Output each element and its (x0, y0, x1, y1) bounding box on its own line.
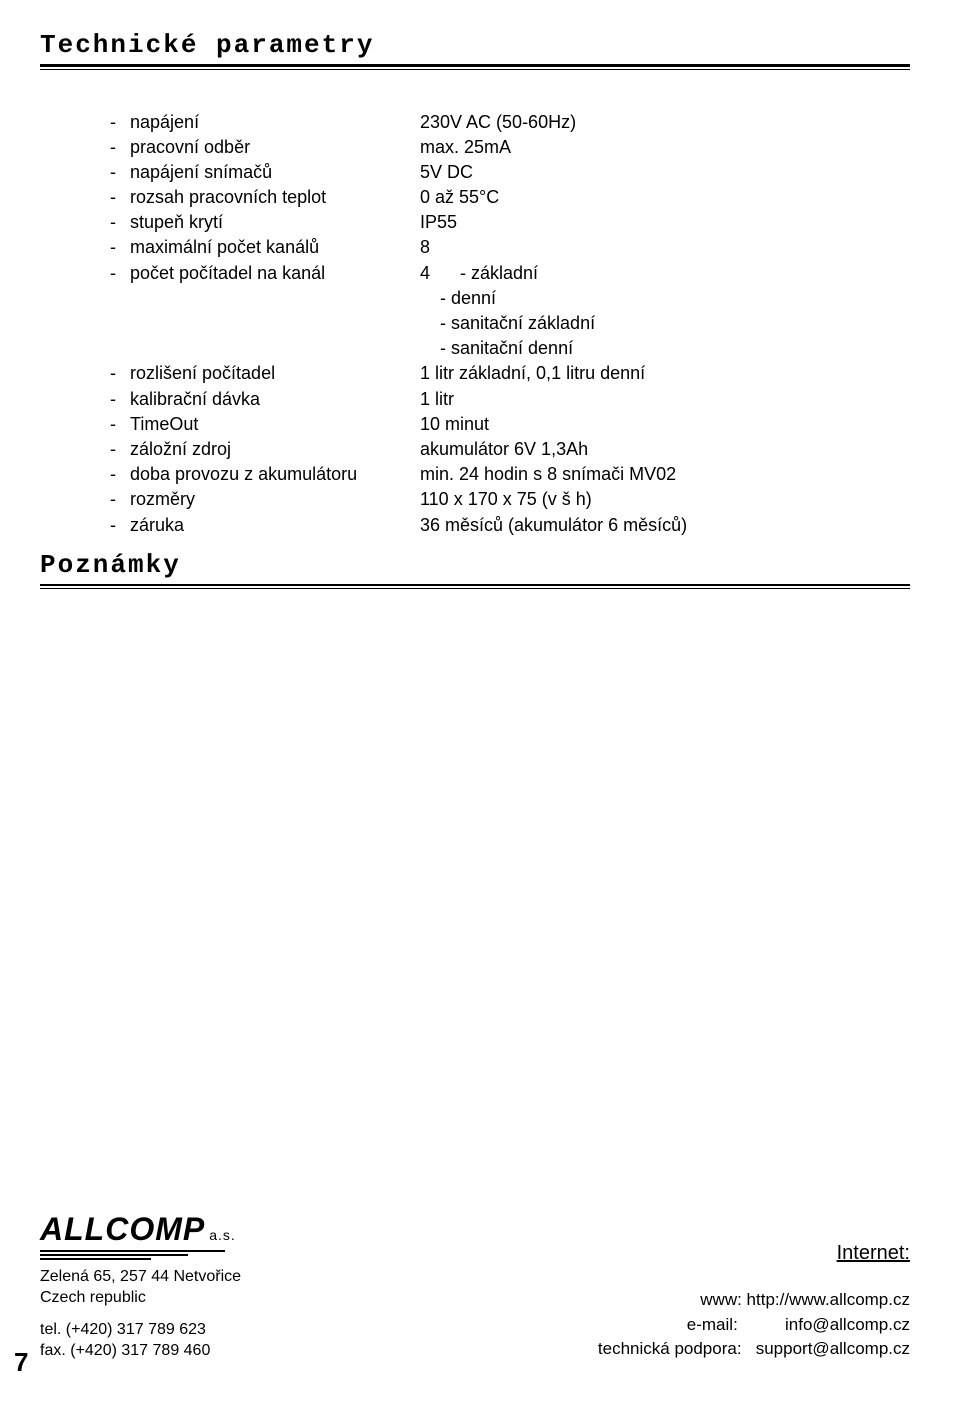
support-line: technická podpora: support@allcomp.cz (598, 1337, 910, 1362)
param-row: -záruka36 měsíců (akumulátor 6 měsíců) (110, 513, 910, 538)
tel-line: tel. (+420) 317 789 623 (40, 1319, 241, 1341)
notes-heading: Poznámky (40, 550, 910, 580)
notes-rule (40, 584, 910, 590)
param-row: -napájení snímačů5V DC (110, 160, 910, 185)
email-line: e-mail: info@allcomp.cz (598, 1313, 910, 1338)
param-row: -rozsah pracovních teplot0 až 55°C (110, 185, 910, 210)
param-row: -pracovní odběrmax. 25mA (110, 135, 910, 160)
param-row: -rozlišení počítadel1 litr základní, 0,1… (110, 361, 910, 386)
param-subitem: - denní (110, 286, 910, 311)
param-row: -doba provozu z akumulátorumin. 24 hodin… (110, 462, 910, 487)
param-row: -kalibrační dávka1 litr (110, 387, 910, 412)
fax-line: fax. (+420) 317 789 460 (40, 1340, 241, 1362)
param-row: -rozměry110 x 170 x 75 (v š h) (110, 487, 910, 512)
page-number: 7 (14, 1347, 28, 1378)
notes-section: Poznámky (40, 550, 910, 590)
page-footer: ALLCOMP a.s. Zelená 65, 257 44 Netvořice… (40, 1208, 910, 1362)
tech-params-rule (40, 64, 910, 70)
address-line: Czech republic (40, 1287, 241, 1309)
tech-params-heading: Technické parametry (40, 30, 910, 60)
tech-params-section: Technické parametry -napájení230V AC (50… (40, 30, 910, 550)
param-row: -záložní zdrojakumulátor 6V 1,3Ah (110, 437, 910, 462)
param-row: -počet počítadel na kanál4 - základní (110, 261, 910, 286)
internet-label: Internet: (837, 1239, 910, 1268)
logo-suffix: a.s. (209, 1226, 236, 1245)
www-line: www: http://www.allcomp.cz (598, 1288, 910, 1313)
param-row: -TimeOut10 minut (110, 412, 910, 437)
logo-text: ALLCOMP (40, 1208, 205, 1251)
param-row: -napájení230V AC (50-60Hz) (110, 110, 910, 135)
param-subitem: - sanitační denní (110, 336, 910, 361)
param-subitem: - sanitační základní (110, 311, 910, 336)
params-list: -napájení230V AC (50-60Hz) -pracovní odb… (40, 98, 910, 550)
footer-left: ALLCOMP a.s. Zelená 65, 257 44 Netvořice… (40, 1208, 241, 1362)
address-line: Zelená 65, 257 44 Netvořice (40, 1266, 241, 1288)
company-logo: ALLCOMP a.s. (40, 1208, 241, 1259)
footer-right: Internet: www: http://www.allcomp.cz e-m… (598, 1239, 910, 1362)
param-row: -maximální počet kanálů8 (110, 235, 910, 260)
param-row: -stupeň krytíIP55 (110, 210, 910, 235)
